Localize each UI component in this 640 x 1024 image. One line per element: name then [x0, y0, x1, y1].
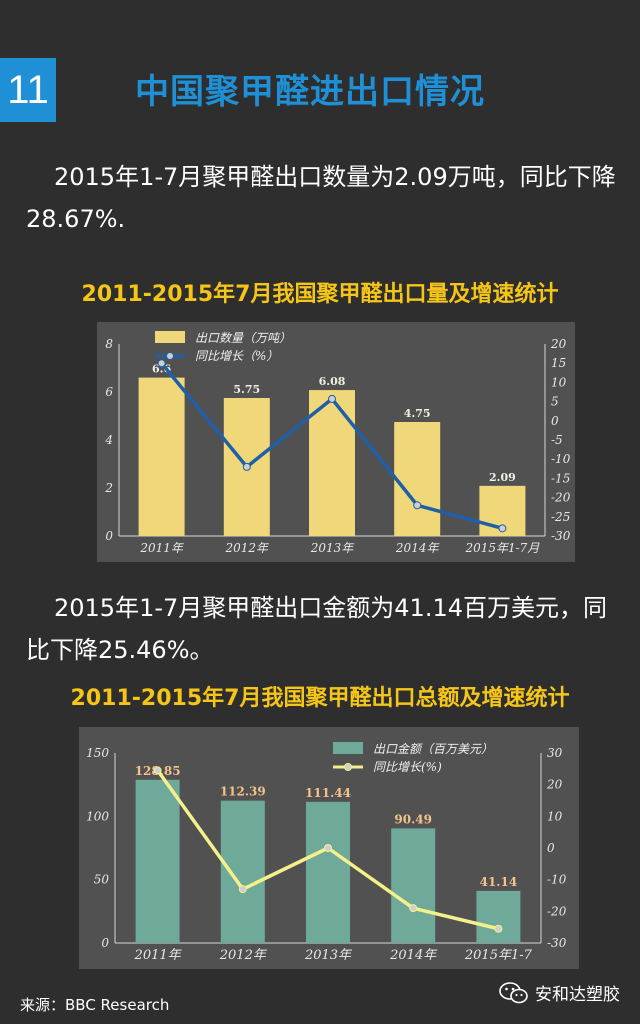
left-axis-tick-label: 2 [104, 481, 113, 495]
left-axis-tick-label: 6 [105, 385, 113, 399]
legend-line-marker [166, 352, 174, 360]
bar-data-label: 112.39 [220, 785, 266, 799]
right-axis-tick-label: 10 [551, 375, 567, 389]
legend-line-marker [344, 763, 352, 771]
category-tick-label: 2013年 [304, 948, 353, 963]
right-axis-tick-label: 15 [551, 356, 566, 370]
right-axis-tick-label: -10 [551, 452, 571, 466]
paragraph-export-volume: 2015年1-7月聚甲醛出口数量为2.09万吨，同比下降28.67%. [26, 163, 616, 233]
legend-bar-swatch [155, 331, 185, 343]
growth-point [238, 885, 247, 894]
chart-volume-svg: 0 2 4 6 8 20 15 10 5 0 -5 -10 -15 -20 -25 -30 6.6 5.75 6.0… [104, 331, 571, 555]
bar [394, 422, 441, 536]
category-tick-label: 2014年 [389, 948, 438, 963]
category-tick-label: 2011年 [139, 541, 185, 555]
category-tick-label: 2013年 [310, 541, 356, 555]
growth-point [494, 924, 503, 933]
category-tick-label: 2015年1-7 [464, 948, 533, 963]
brand: 安和达塑胶 [499, 980, 620, 1005]
growth-point [413, 501, 422, 510]
left-axis-tick-label: 8 [105, 337, 113, 351]
growth-point [328, 394, 336, 403]
bar-data-label: 4.75 [404, 407, 431, 420]
growth-point [153, 766, 162, 775]
left-axis-tick-label: 100 [86, 809, 109, 823]
source-note: 来源：BBC Research [20, 996, 170, 1014]
right-axis-tick-label: -30 [547, 936, 567, 950]
right-axis-tick-label: 5 [551, 395, 559, 409]
bar [309, 390, 355, 536]
legend-line-label: 同比增长（%） [195, 349, 278, 363]
section-number-badge: 11 [0, 58, 56, 122]
left-axis-tick-label: 0 [101, 936, 109, 950]
legend-bar-label: 出口数量（万吨） [195, 331, 291, 345]
right-axis-tick-label: 0 [551, 414, 559, 428]
growth-point [498, 524, 507, 533]
bar [476, 890, 521, 943]
legend-bar-swatch [333, 742, 363, 754]
right-axis-tick-label: -5 [551, 433, 563, 447]
wechat-icon [499, 981, 528, 1003]
category-tick-label: 2012年 [225, 541, 271, 555]
bar-data-label: 2.09 [489, 471, 516, 484]
right-axis-tick-label: 10 [547, 809, 563, 823]
category-tick-label: 2014年 [395, 541, 441, 555]
legend-line-label: 同比增长(%) [373, 760, 442, 774]
chart-value-svg: 0501001503020100-10-20-30128.85112.39111… [86, 742, 567, 963]
category-tick-label: 2011年 [134, 948, 183, 963]
bar [138, 377, 185, 536]
page-title: 中国聚甲醛进出口情况 [135, 71, 485, 112]
bar [135, 779, 180, 943]
bar-data-label: 111.44 [305, 786, 351, 800]
right-axis-tick-label: 20 [550, 337, 567, 351]
left-axis-tick-label: 50 [94, 873, 110, 887]
left-axis-tick-label: 150 [86, 746, 109, 760]
chart-title-value: 2011-2015年7月我国聚甲醛出口总额及增速统计 [70, 686, 570, 711]
right-axis-tick-label: 0 [547, 841, 555, 855]
chart-title-volume: 2011-2015年7月我国聚甲醛出口量及增速统计 [81, 282, 559, 307]
right-axis-tick-label: -30 [551, 529, 571, 543]
growth-point [242, 462, 251, 471]
bar [391, 828, 436, 943]
left-axis-tick-label: 4 [104, 433, 113, 447]
left-axis-tick-label: 0 [105, 529, 113, 543]
right-axis-tick-label: -15 [551, 471, 570, 485]
bar-data-label: 90.49 [394, 812, 432, 826]
growth-point [324, 844, 332, 852]
paragraph-export-value: 2015年1-7月聚甲醛出口金额为41.14百万美元，同比下降25.46%。 [26, 594, 607, 664]
brand-name: 安和达塑胶 [535, 985, 620, 1005]
right-axis-tick-label: -25 [551, 510, 570, 524]
right-axis-tick-label: -20 [551, 491, 571, 505]
bar-data-label: 6.08 [319, 375, 346, 388]
right-axis-tick-label: -10 [547, 873, 567, 887]
legend-bar-label: 出口金额（百万美元） [373, 742, 493, 756]
growth-point [409, 904, 418, 913]
bar [306, 801, 350, 943]
bar-data-label: 6.6 [152, 363, 171, 376]
bar-data-label: 5.75 [233, 383, 260, 396]
bar-data-label: 41.14 [480, 875, 518, 889]
category-tick-label: 2015年1-7月 [464, 541, 540, 555]
bar [220, 800, 265, 943]
right-axis-tick-label: 30 [547, 746, 563, 760]
right-axis-tick-label: -20 [547, 904, 567, 918]
chart-volume: 0 2 4 6 8 20 15 10 5 0 -5 -10 -15 -20 -25 -30 6.6 5.75 6.0… [97, 322, 575, 562]
chart-value: 0501001503020100-10-20-30128.85112.39111… [79, 727, 579, 969]
category-tick-label: 2012年 [219, 948, 268, 963]
right-axis-tick-label: 20 [546, 778, 563, 792]
growth-point [157, 359, 166, 368]
